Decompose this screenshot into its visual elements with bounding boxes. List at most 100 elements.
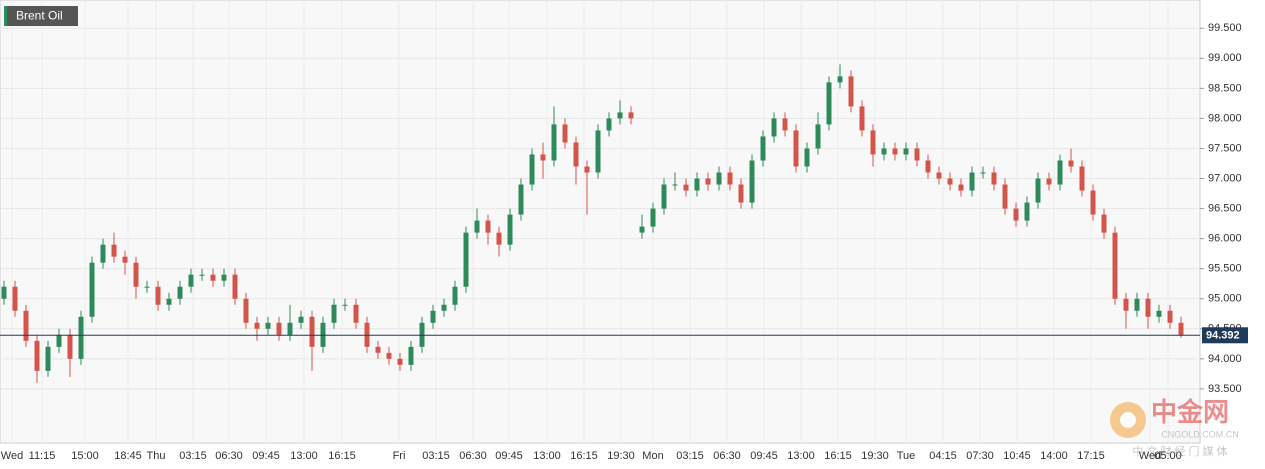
candle-body [34, 340, 40, 371]
plot-area [0, 0, 1201, 444]
x-tick-label: 09:45 [252, 450, 280, 462]
candle-body [485, 220, 491, 233]
candle-body [408, 346, 414, 365]
candle-body [1145, 298, 1151, 317]
candle-body [562, 124, 568, 143]
candle-body [826, 82, 832, 125]
candle-body [100, 244, 106, 263]
y-tick-label: 98.000 [1208, 112, 1242, 124]
candle-body [496, 232, 502, 245]
candle-body [1068, 160, 1074, 167]
candle-body [881, 148, 887, 155]
candle-body [903, 148, 909, 155]
candle-body [452, 286, 458, 305]
candle-body [540, 154, 546, 161]
x-tick-label: Fri [393, 450, 406, 462]
candle-body [1101, 214, 1107, 233]
x-tick-label: 15:00 [71, 450, 99, 462]
candle-body [1156, 310, 1162, 317]
y-tick-label: 99.500 [1208, 22, 1242, 34]
candle-body [122, 256, 128, 263]
candle-body [738, 184, 744, 203]
y-tick-label: 95.000 [1208, 293, 1242, 305]
x-tick-label: 16:15 [570, 450, 598, 462]
candle-body [892, 148, 898, 155]
candle-body [144, 286, 150, 288]
candle-body [1178, 322, 1184, 336]
candle-body [254, 322, 260, 329]
y-tick-label: 99.000 [1208, 52, 1242, 64]
candle-body [1167, 310, 1173, 323]
x-tick-label: 05:00 [1154, 450, 1182, 462]
candle-body [309, 316, 315, 347]
candle-body [859, 106, 865, 131]
candle-body [782, 118, 788, 131]
candle-body [925, 160, 931, 173]
candle-body [441, 304, 447, 311]
candle-body [749, 160, 755, 203]
x-tick-label: Mon [642, 450, 663, 462]
candle-body [375, 346, 381, 353]
candle-body [947, 178, 953, 185]
candle-body [661, 184, 667, 209]
candle-body [221, 274, 227, 281]
candle-body [628, 112, 634, 119]
candle-body [507, 214, 513, 245]
candle-body [573, 142, 579, 167]
candle-body [683, 184, 689, 191]
candle-body [177, 286, 183, 299]
x-tick-label: 06:30 [459, 450, 487, 462]
x-tick-label: 19:30 [861, 450, 889, 462]
candle-body [210, 274, 216, 281]
candle-body [1079, 166, 1085, 191]
candle-body [1024, 202, 1030, 221]
x-tick-label: 03:15 [179, 450, 207, 462]
candle-body [78, 316, 84, 359]
candle-body [232, 274, 238, 299]
candle-body [936, 172, 942, 179]
watermark-logo [1120, 412, 1136, 428]
x-tick-label: 16:15 [824, 450, 852, 462]
candle-body [650, 208, 656, 227]
candle-body [705, 178, 711, 185]
candle-body [331, 304, 337, 323]
candle-body [56, 334, 62, 347]
candle-body [529, 154, 535, 185]
y-tick-label: 97.000 [1208, 172, 1242, 184]
candle-body [1134, 298, 1140, 311]
y-tick-label: 97.500 [1208, 142, 1242, 154]
candle-body [276, 322, 282, 335]
candle-body [1002, 184, 1008, 209]
watermark-brand: 中金网 [1151, 397, 1229, 427]
candle-body [166, 298, 172, 305]
candle-body [89, 262, 95, 317]
candle-body [694, 178, 700, 191]
candle-body [23, 310, 29, 341]
x-tick-label: 09:45 [495, 450, 523, 462]
y-tick-label: 93.500 [1208, 383, 1242, 395]
candle-body [1013, 208, 1019, 221]
candle-body [958, 184, 964, 191]
candle-body [771, 118, 777, 137]
x-tick-label: 04:15 [929, 450, 957, 462]
legend-swatch [4, 6, 7, 26]
watermark-slogan: 中 文 财 经 门 媒 体 [1132, 444, 1227, 458]
candle-body [155, 286, 161, 305]
x-tick-label: 09:45 [750, 450, 778, 462]
candle-body [606, 118, 612, 131]
candle-body [1046, 178, 1052, 185]
candle-body [199, 274, 205, 276]
x-tick-label: Wed [1, 450, 23, 462]
candle-body [111, 244, 117, 257]
candle-body [1057, 160, 1063, 185]
y-tick-label: 94.000 [1208, 353, 1242, 365]
candle-body [991, 172, 997, 185]
candles [1, 64, 1184, 383]
candle-body [727, 172, 733, 185]
candle-body [474, 220, 480, 233]
candle-body [672, 184, 678, 186]
x-tick-label: Thu [147, 450, 166, 462]
candle-body [870, 130, 876, 155]
candle-body [386, 352, 392, 359]
